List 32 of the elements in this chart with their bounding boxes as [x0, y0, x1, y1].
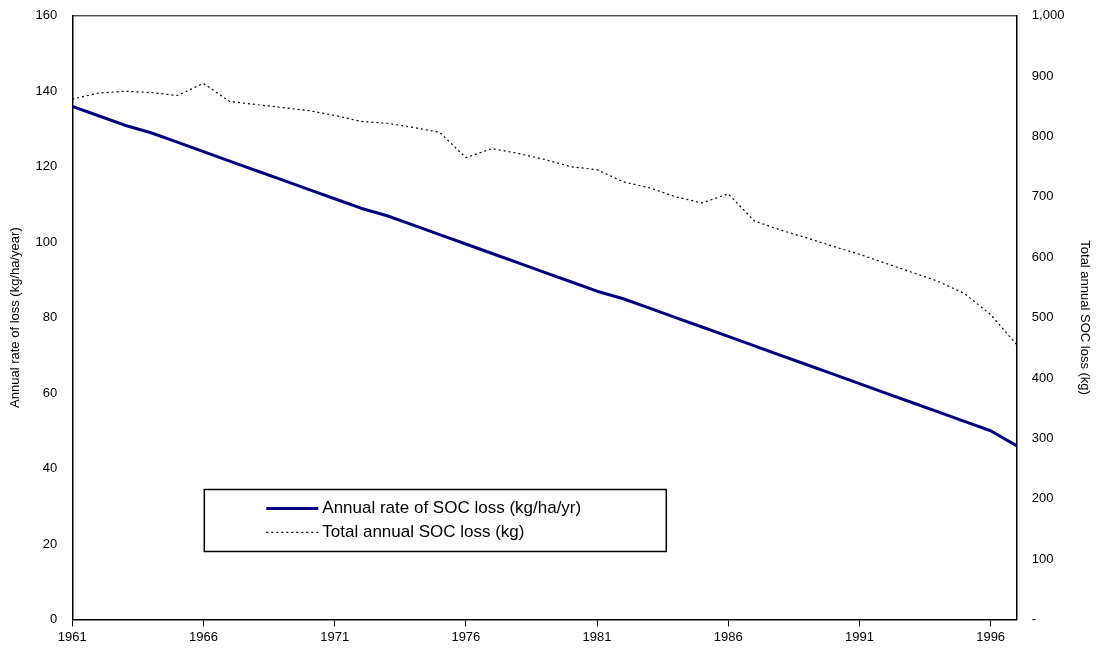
x-tick-label: 1966 [189, 628, 218, 644]
y2-tick-label: 300 [1031, 429, 1054, 445]
y-axis-title: Annual rate of loss (kg/ha/year) [7, 227, 23, 408]
y2-tick-label: 600 [1031, 248, 1054, 264]
y2-tick-label: 500 [1031, 309, 1054, 325]
y-tick-label: 0 [50, 610, 58, 626]
y2-tick-label: 1,000 [1031, 7, 1065, 23]
y-tick-label: 160 [35, 7, 58, 23]
x-tick-label: 1981 [582, 628, 612, 644]
x-tick-label: 1976 [451, 628, 481, 644]
legend-label: Annual rate of SOC loss (kg/ha/yr) [322, 498, 582, 518]
y-tick-label: 60 [42, 384, 58, 400]
y2-tick-label: 400 [1031, 369, 1054, 385]
x-tick-label: 1991 [844, 628, 874, 644]
y2-tick-label: 800 [1031, 128, 1054, 144]
y-tick-label: 80 [42, 309, 58, 325]
x-tick-label: 1971 [320, 628, 350, 644]
y2-tick-label: 100 [1031, 550, 1054, 566]
y2-tick-label: - [1031, 610, 1037, 626]
y-tick-label: 120 [35, 158, 58, 174]
y-tick-label: 20 [42, 535, 58, 551]
y2-tick-label: 900 [1031, 67, 1054, 83]
y-tick-label: 100 [35, 233, 58, 249]
legend-label: Total annual SOC loss (kg) [322, 522, 525, 542]
y2-axis-title: Total annual SOC loss (kg) [1077, 240, 1093, 395]
x-tick-label: 1986 [713, 628, 743, 644]
y-tick-label: 140 [35, 82, 58, 98]
x-tick-label: 1996 [976, 628, 1006, 644]
y2-tick-label: 200 [1031, 490, 1054, 506]
y-tick-label: 40 [42, 460, 58, 476]
x-tick-label: 1961 [57, 628, 87, 644]
y2-tick-label: 700 [1031, 188, 1054, 204]
